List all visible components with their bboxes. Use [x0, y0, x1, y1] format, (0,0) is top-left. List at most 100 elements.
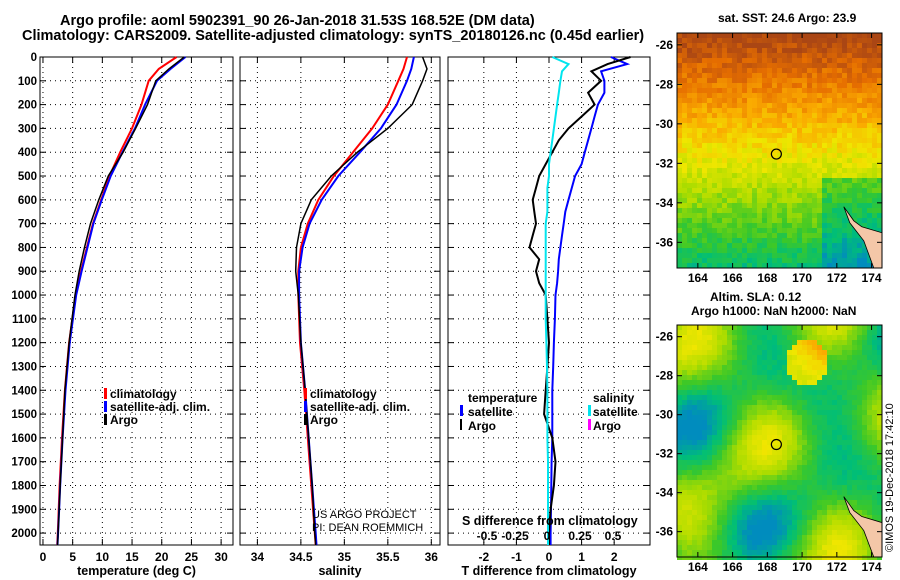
map-cell: [872, 138, 877, 143]
map-cell: [787, 158, 792, 163]
map-cell: [697, 178, 702, 183]
map-cell: [772, 455, 777, 460]
map-cell: [722, 410, 727, 415]
map-cell: [717, 450, 722, 455]
map-cell: [827, 188, 832, 193]
map-cell: [682, 148, 687, 153]
map-cell: [842, 530, 847, 535]
map-cell: [712, 520, 717, 525]
map-cell: [787, 93, 792, 98]
map-cell: [682, 238, 687, 243]
map-cell: [697, 505, 702, 510]
map-cell: [782, 128, 787, 133]
map-cell: [717, 103, 722, 108]
map-cell: [787, 253, 792, 258]
map-cell: [832, 410, 837, 415]
map-cell: [827, 325, 832, 330]
map-cell: [697, 515, 702, 520]
map-cell: [777, 490, 782, 495]
map-cell: [702, 525, 707, 530]
map-cell: [797, 153, 802, 158]
map-cell: [712, 375, 717, 380]
map-cell: [807, 360, 812, 365]
map-cell: [802, 330, 807, 335]
map-cell: [832, 108, 837, 113]
map-cell: [842, 73, 847, 78]
map-cell: [692, 340, 697, 345]
map-cell: [802, 213, 807, 218]
map-cell: [722, 68, 727, 73]
map-cell: [782, 480, 787, 485]
map-cell: [757, 83, 762, 88]
map-cell: [807, 410, 812, 415]
map-cell: [752, 340, 757, 345]
map-cell: [697, 340, 702, 345]
map-cell: [782, 440, 787, 445]
map-cell: [817, 73, 822, 78]
map-cell: [697, 520, 702, 525]
map-cell: [702, 158, 707, 163]
map-cell: [697, 38, 702, 43]
map-cell: [842, 335, 847, 340]
map-cell: [762, 213, 767, 218]
map-cell: [737, 440, 742, 445]
map-cell: [682, 58, 687, 63]
map-cell: [857, 375, 862, 380]
map-cell: [822, 53, 827, 58]
map-cell: [717, 425, 722, 430]
map-cell: [877, 118, 882, 123]
map-cell: [702, 58, 707, 63]
map-cell: [832, 43, 837, 48]
map-cell: [707, 410, 712, 415]
map-cell: [822, 103, 827, 108]
map-cell: [822, 335, 827, 340]
map-cell: [727, 183, 732, 188]
map-cell: [692, 410, 697, 415]
map-cell: [822, 455, 827, 460]
map-cell: [852, 263, 857, 268]
map-cell: [782, 148, 787, 153]
map-cell: [872, 43, 877, 48]
map-cell: [822, 510, 827, 515]
map-cell: [797, 173, 802, 178]
y-tick-label: 1800: [11, 480, 37, 492]
map-cell: [777, 385, 782, 390]
map-cell: [847, 385, 852, 390]
map-cell: [677, 128, 682, 133]
map-cell: [682, 510, 687, 515]
map-cell: [702, 350, 707, 355]
map-cell: [872, 385, 877, 390]
map-cell: [832, 330, 837, 335]
map-cell: [762, 143, 767, 148]
map-cell: [757, 435, 762, 440]
map-cell: [747, 510, 752, 515]
map-cell: [842, 435, 847, 440]
map-cell: [797, 515, 802, 520]
map-cell: [742, 495, 747, 500]
map-cell: [707, 118, 712, 123]
map-cell: [757, 515, 762, 520]
map-cell: [777, 118, 782, 123]
map-cell: [752, 465, 757, 470]
map-cell: [807, 103, 812, 108]
map-cell: [827, 58, 832, 63]
map-cell: [827, 545, 832, 550]
map-cell: [712, 380, 717, 385]
map-cell: [792, 540, 797, 545]
map-cell: [857, 178, 862, 183]
map-cell: [862, 38, 867, 43]
map-cell: [707, 233, 712, 238]
map-cell: [817, 385, 822, 390]
map-cell: [752, 153, 757, 158]
map-cell: [832, 530, 837, 535]
map-cell: [682, 88, 687, 93]
map-cell: [777, 223, 782, 228]
map-cell: [837, 258, 842, 263]
map-cell: [717, 435, 722, 440]
map-cell: [757, 38, 762, 43]
map-cell: [767, 118, 772, 123]
map-cell: [812, 128, 817, 133]
map-cell: [737, 98, 742, 103]
map-cell: [807, 263, 812, 268]
map-cell: [727, 465, 732, 470]
